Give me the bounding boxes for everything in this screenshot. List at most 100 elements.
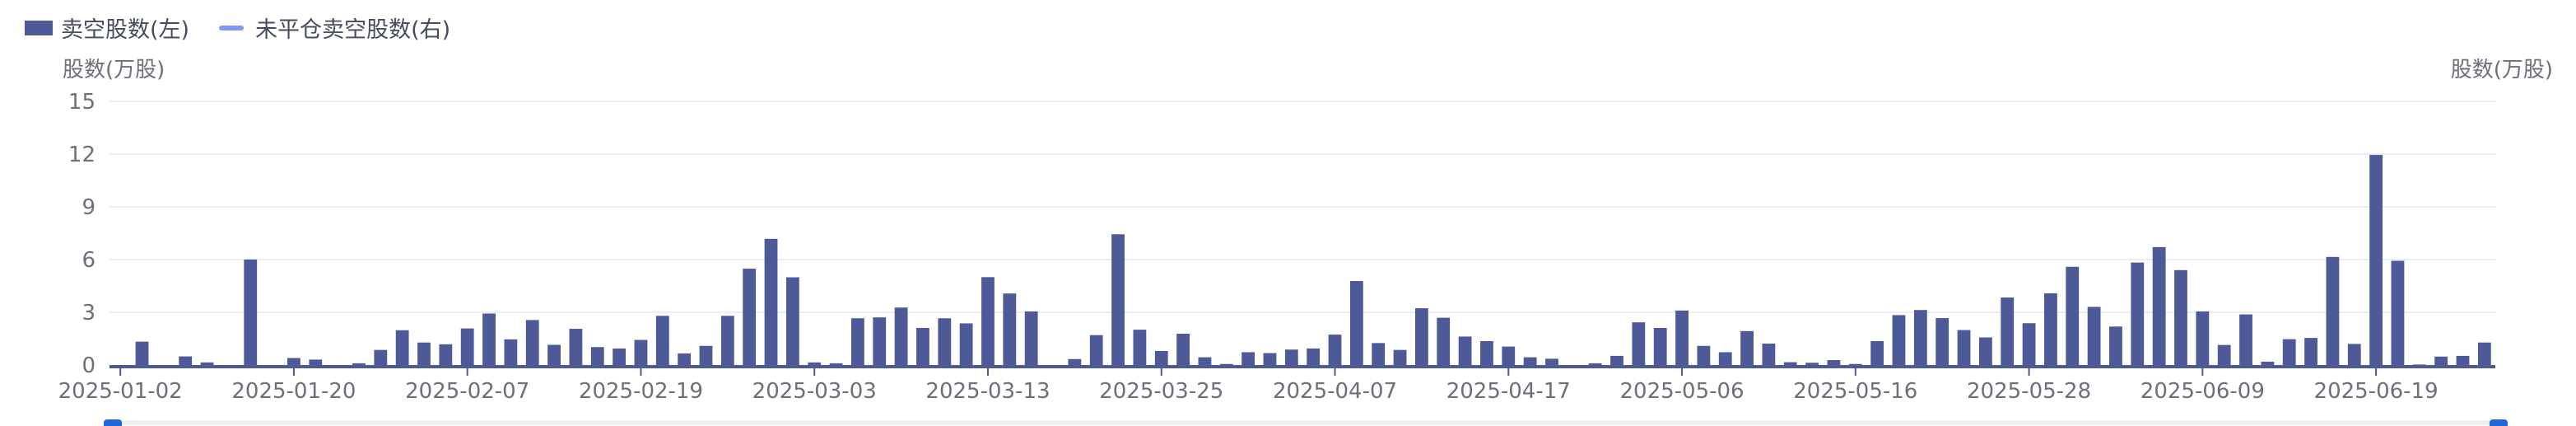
bar [569, 329, 583, 365]
bar [1198, 357, 1212, 365]
bar [1393, 349, 1407, 365]
bar [1935, 318, 1949, 365]
legend-label: 未平仓卖空股数(右) [255, 17, 451, 43]
bar [1458, 336, 1472, 365]
bar [2087, 307, 2101, 365]
bar [2326, 256, 2340, 365]
bar [2196, 311, 2210, 365]
bar [1653, 327, 1667, 365]
bar [1133, 330, 1147, 365]
bar [2347, 344, 2361, 365]
bar [135, 341, 149, 365]
bar [287, 358, 300, 365]
datazoom-track[interactable] [104, 420, 2499, 425]
bar [200, 362, 214, 365]
bar [1892, 315, 1906, 365]
bar [1740, 330, 1754, 365]
bar [1718, 352, 1732, 365]
legend-label: 卖空股数(左) [61, 17, 190, 43]
bar [2477, 342, 2491, 365]
bar [1349, 281, 1363, 365]
bar [1328, 335, 1342, 365]
bar [1263, 353, 1277, 365]
bar [2174, 269, 2187, 365]
bar [916, 327, 929, 365]
bar [1437, 317, 1451, 365]
bar [678, 353, 692, 365]
bar [1978, 337, 1992, 365]
bar [1372, 343, 1386, 365]
bar [2001, 297, 2015, 365]
bar [981, 277, 995, 365]
bar [1783, 362, 1797, 365]
bar [2304, 338, 2317, 365]
y-axis-right-title: 股数(万股) [2450, 58, 2553, 82]
bar [1068, 358, 1082, 365]
bar [1545, 358, 1558, 365]
bar [1414, 308, 1428, 365]
bar [829, 363, 843, 365]
legend: 卖空股数(左) 未平仓卖空股数(右) [25, 12, 480, 44]
bar [613, 348, 627, 365]
datazoom-left-handle[interactable] [104, 419, 122, 426]
x-tick-label: 2025-02-07 [405, 379, 529, 404]
bar [743, 269, 757, 365]
bar [1003, 293, 1017, 365]
legend-item-open-short-shares[interactable]: 未平仓卖空股数(右) [219, 12, 450, 44]
bar [785, 277, 799, 365]
y-tick-label: 6 [82, 248, 95, 273]
bar [1307, 348, 1321, 365]
bar [482, 313, 496, 365]
bar [873, 317, 887, 365]
bar [590, 347, 604, 365]
x-tick-label: 2025-03-03 [752, 379, 877, 404]
bar [2282, 339, 2296, 365]
bar [179, 356, 193, 365]
bar [2131, 262, 2145, 365]
x-tick-label: 2025-06-19 [2314, 379, 2439, 404]
bar [1154, 350, 1168, 365]
x-tick-label: 2025-05-06 [1619, 379, 1744, 404]
bar [352, 363, 366, 365]
bar [2022, 323, 2036, 365]
y-tick-label: 0 [82, 353, 95, 378]
legend-item-short-shares[interactable]: 卖空股数(左) [25, 12, 189, 44]
bar [525, 320, 539, 365]
legend-line-swatch [219, 25, 245, 30]
bar [938, 318, 952, 365]
bar [2217, 344, 2231, 365]
bar [1870, 340, 1884, 365]
y-tick-label: 12 [68, 143, 95, 167]
x-tick-label: 2025-05-28 [1967, 379, 2091, 404]
x-tick-label: 2025-01-02 [58, 379, 183, 404]
bar [1913, 310, 1927, 365]
bar [894, 307, 908, 365]
bar [2066, 266, 2080, 365]
bar [959, 323, 973, 365]
bar [699, 345, 713, 365]
bar [2261, 361, 2275, 365]
bar [2109, 326, 2122, 365]
x-tick-label: 2025-02-19 [579, 379, 703, 404]
bar [1957, 330, 1971, 365]
y-tick-label: 9 [82, 195, 95, 220]
bar [1697, 345, 1711, 365]
bar [2391, 260, 2405, 365]
bar [1805, 363, 1819, 365]
y-tick-label: 3 [82, 301, 95, 325]
bar [504, 339, 518, 365]
bar [2044, 293, 2057, 365]
bar [2412, 364, 2426, 365]
bar [374, 349, 388, 365]
bar [1523, 357, 1537, 365]
x-tick-label: 2025-04-07 [1273, 379, 1397, 404]
datazoom-right-handle[interactable] [2490, 419, 2508, 426]
legend-bar-swatch [25, 20, 53, 35]
bar [1610, 355, 1623, 365]
bar [1632, 322, 1646, 365]
bar [1241, 352, 1255, 365]
bar [1848, 363, 1862, 365]
x-tick-label: 2025-03-13 [925, 379, 1050, 404]
bar [1284, 349, 1298, 365]
